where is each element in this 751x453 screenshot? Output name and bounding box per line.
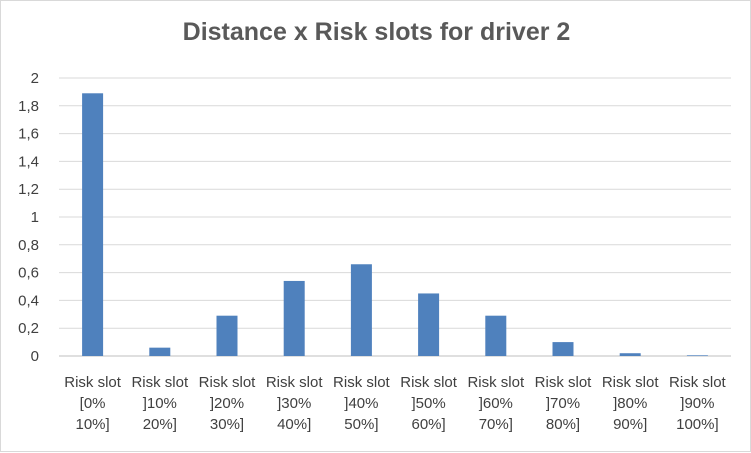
y-tick-label: 0,4 xyxy=(18,292,39,309)
x-category-label: ]30% xyxy=(277,395,311,412)
x-category-label: 100%] xyxy=(676,416,719,433)
x-category-label: 10%] xyxy=(75,416,109,433)
y-tick-label: 1,8 xyxy=(18,98,39,115)
y-tick-label: 0,8 xyxy=(18,237,39,254)
x-category-label: ]50% xyxy=(411,395,445,412)
x-category-label: 30%] xyxy=(210,416,244,433)
x-category-label: 80%] xyxy=(546,416,580,433)
bar xyxy=(619,353,641,356)
x-category-label: Risk slot xyxy=(535,374,593,391)
x-category-label: ]80% xyxy=(613,395,647,412)
x-category-label: 70%] xyxy=(479,416,513,433)
y-tick-label: 1,4 xyxy=(18,153,39,170)
chart-title: Distance x Risk slots for driver 2 xyxy=(182,18,571,46)
x-category-label: Risk slot xyxy=(64,374,122,391)
y-tick-label: 1,2 xyxy=(18,181,39,198)
x-category-label: 20%] xyxy=(143,416,177,433)
x-category-label: ]10% xyxy=(143,395,177,412)
x-category-label: Risk slot xyxy=(602,374,660,391)
y-tick-label: 0,2 xyxy=(18,320,39,337)
bar xyxy=(418,293,440,356)
bar xyxy=(283,280,305,356)
gridlines xyxy=(59,77,731,357)
x-category-label: ]20% xyxy=(210,395,244,412)
bars xyxy=(82,93,708,356)
x-category-label: ]40% xyxy=(344,395,378,412)
bar xyxy=(485,315,507,356)
x-category-label: Risk slot xyxy=(467,374,525,391)
x-category-label: ]70% xyxy=(546,395,580,412)
x-category-label: ]60% xyxy=(479,395,513,412)
y-tick-label: 1 xyxy=(31,209,39,226)
x-category-label: Risk slot xyxy=(266,374,324,391)
x-category-label: 60%] xyxy=(411,416,445,433)
bar xyxy=(82,93,104,356)
x-category-label: Risk slot xyxy=(669,374,727,391)
y-tick-label: 1,6 xyxy=(18,126,39,143)
bar xyxy=(350,264,372,356)
bar xyxy=(216,315,238,356)
y-tick-label: 0,6 xyxy=(18,265,39,282)
x-axis-categories: Risk slot [0% 10%] Risk slot ]10% 20%] Risk sl… xyxy=(64,374,726,433)
x-category-label: 90%] xyxy=(613,416,647,433)
bar xyxy=(552,342,574,356)
x-category-label: 40%] xyxy=(277,416,311,433)
x-category-label: Risk slot xyxy=(131,374,189,391)
y-tick-label: 2 xyxy=(31,70,39,87)
bar xyxy=(686,355,708,356)
x-category-label: ]90% xyxy=(680,395,714,412)
x-category-label: Risk slot xyxy=(199,374,257,391)
x-category-label: Risk slot xyxy=(333,374,391,391)
x-category-label: Risk slot xyxy=(400,374,458,391)
x-category-label: 50%] xyxy=(344,416,378,433)
x-category-label: [0% xyxy=(80,395,106,412)
y-axis-ticks: 0 0,2 0,4 0,6 0,8 1 1,2 1,4 1,6 1,8 2 xyxy=(18,70,39,365)
bar xyxy=(149,347,171,356)
y-tick-label: 0 xyxy=(31,348,39,365)
